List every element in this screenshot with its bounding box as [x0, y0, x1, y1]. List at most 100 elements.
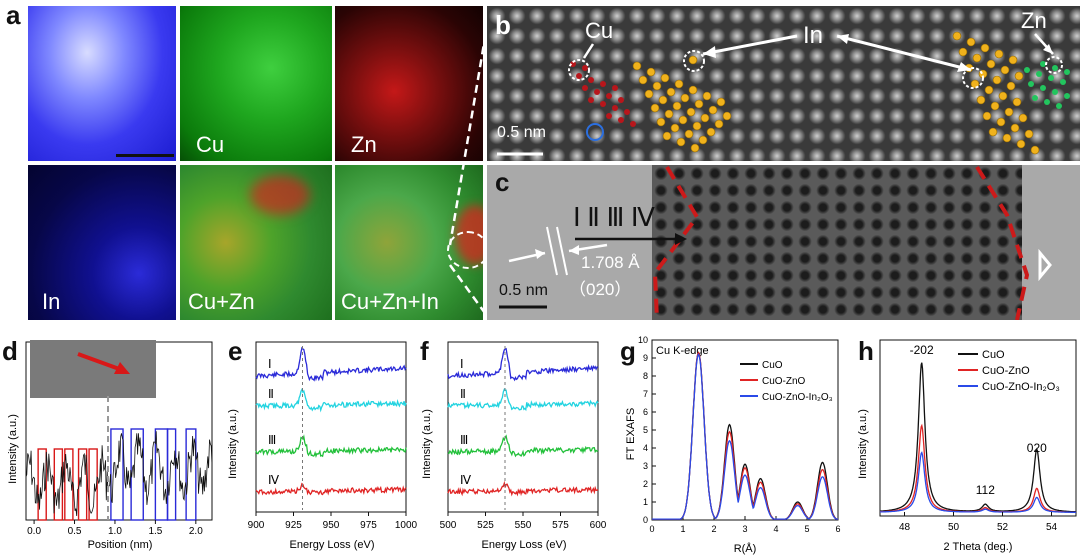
f-series-series-3: [447, 480, 599, 497]
e-series-xtick-label-4: 1000: [395, 520, 418, 531]
haadf-image-c: c Ⅰ Ⅱ Ⅲ Ⅳ 1.708 Å （020） 0.5 nm: [487, 165, 1080, 320]
g-ytick-label-1: 1: [643, 497, 648, 507]
panel-e-letter: e: [228, 336, 243, 366]
e-series-series-1: [255, 388, 407, 413]
scale-bar-a: [116, 154, 174, 157]
f-series-label-0: Ⅰ: [460, 357, 464, 371]
map-label-cu-zn-in: Cu+Zn+In: [341, 289, 439, 314]
e-xlabel: Energy Loss (eV): [290, 539, 375, 551]
map-cu-zn: Cu+Zn: [180, 165, 332, 320]
red-spot: [250, 175, 310, 215]
panel-h-letter: h: [858, 336, 874, 366]
g-ytick-label-2: 2: [643, 479, 648, 489]
e-series-xtick-label-2: 950: [323, 520, 340, 531]
g-legend-label-0: CuO: [762, 360, 783, 371]
g-xtick-label-4: 4: [773, 524, 778, 534]
g-ytick-label-5: 5: [643, 425, 648, 435]
scale-label-b: 0.5 nm: [497, 124, 546, 141]
d-xtick-label-2: 1.0: [108, 526, 122, 537]
panel-a-letter: a: [6, 0, 21, 30]
d-xtick-label-1: 0.5: [68, 526, 82, 537]
g-frame: [651, 339, 839, 521]
d-blue-box-4: [185, 428, 197, 521]
d-red-box-0: [37, 448, 47, 521]
f-series-label-2: Ⅲ: [460, 433, 468, 447]
d-xlabel: Position (nm): [88, 539, 153, 551]
g-legend-label-2: CuO-ZnO-In₂O₃: [762, 392, 833, 403]
h-xtick-label-0: 48: [899, 522, 911, 533]
map-cu: Cu: [180, 6, 332, 161]
f-xlabel: Energy Loss (eV): [482, 539, 567, 551]
g-title: Cu K-edge: [656, 345, 709, 357]
panel-c-letter: c: [495, 167, 510, 197]
e-series-xtick-label-0: 900: [248, 520, 265, 531]
blue-circle: [586, 123, 604, 141]
h-series-2: [879, 451, 1076, 513]
h-peak-label-1: 112: [976, 483, 995, 497]
h-peak-label-2: 020: [1027, 441, 1047, 455]
panel-f-letter: f: [420, 336, 429, 366]
d-arrow: [77, 352, 123, 372]
in-atoms-right: [952, 31, 1040, 155]
f-frame: [447, 341, 599, 513]
d-xtick-label-4: 2.0: [189, 526, 203, 537]
d-red-box-3: [77, 448, 88, 521]
g-xtick-label-5: 5: [804, 524, 809, 534]
h-xtick-label-3: 54: [1046, 522, 1058, 533]
d-red-box-4: [88, 448, 98, 521]
f-series-xtick-label-2: 550: [515, 520, 532, 531]
h-peak-label-0: -202: [910, 343, 934, 357]
d-blue-box-3: [166, 428, 177, 521]
chart-f: Intensity (a.u.) Ⅰ Ⅱ Ⅲ Ⅳ 500 525 550 575 600 En…: [421, 341, 607, 551]
chart-g: FT EXAFS Cu K-edge 0 1 2 3 4 5 6 0 1 2 3 4 5 6 7 8 9 10 C…: [625, 335, 841, 555]
e-series-label-0: Ⅰ: [268, 357, 272, 371]
h-legend-label-2: CuO-ZnO-In₂O₃: [982, 381, 1060, 393]
f-series-series-1: [447, 388, 599, 412]
f-series-xtick-label-3: 575: [552, 520, 569, 531]
e-series-xtick-label-3: 975: [360, 520, 377, 531]
d-blue-box-0: [110, 428, 124, 521]
g-ytick-label-0: 0: [643, 515, 648, 525]
in-atoms-left: [632, 55, 732, 153]
h-xtick-label-2: 52: [997, 522, 1009, 533]
f-series-xtick-label-4: 600: [590, 520, 607, 531]
map-label-zn: Zn: [351, 132, 377, 157]
panel-g-letter: g: [620, 336, 636, 366]
overlay-c: [499, 165, 1052, 320]
d-red-box-2: [64, 448, 74, 521]
e-ylabel: Intensity (a.u.): [227, 409, 239, 479]
f-series-xtick-label-1: 525: [477, 520, 494, 531]
h-legend-label-0: CuO: [982, 349, 1005, 361]
panel-b-letter: b: [495, 10, 511, 40]
f-series-label-1: Ⅱ: [460, 387, 466, 401]
h-legend-label-1: CuO-ZnO: [982, 365, 1030, 377]
e-series-series-0: [255, 346, 407, 382]
g-xlabel: R(Å): [734, 542, 757, 555]
e-series-label-3: Ⅳ: [268, 473, 279, 487]
dashed-circle: [447, 231, 483, 269]
g-ytick-label-10: 10: [638, 335, 648, 345]
g-legend-label-1: CuO-ZnO: [762, 376, 806, 387]
f-ylabel: Intensity (a.u.): [421, 409, 433, 479]
g-ytick-label-9: 9: [643, 353, 648, 363]
f-series-series-0: [447, 347, 599, 382]
spacing-label: 1.708 Å: [581, 253, 640, 272]
map-label-cu: Cu: [196, 132, 225, 157]
g-xtick-label-1: 1: [680, 524, 685, 534]
map-label-in: In: [42, 289, 61, 314]
g-ytick-label-7: 7: [643, 389, 648, 399]
d-xtick-label-3: 1.5: [148, 526, 162, 537]
g-xtick-label-3: 3: [742, 524, 747, 534]
g-xtick-label-6: 6: [835, 524, 840, 534]
e-frame: [255, 341, 407, 513]
chart-e: Intensity (a.u.) Ⅰ Ⅱ Ⅲ Ⅳ 900 925 950 975 1000 E…: [227, 341, 418, 551]
d-profile: [25, 431, 213, 517]
cu-atoms: [570, 61, 636, 127]
label-zn: Zn: [1021, 8, 1047, 33]
h-ylabel: Intensity (a.u.): [857, 409, 869, 479]
e-series-label-1: Ⅱ: [268, 387, 274, 401]
g-xtick-label-0: 0: [649, 524, 654, 534]
haadf-image-b: b Cu In Zn 0.5 nm: [487, 6, 1080, 161]
f-series-xtick-label-0: 500: [440, 520, 457, 531]
plane-label: （020）: [569, 280, 632, 299]
